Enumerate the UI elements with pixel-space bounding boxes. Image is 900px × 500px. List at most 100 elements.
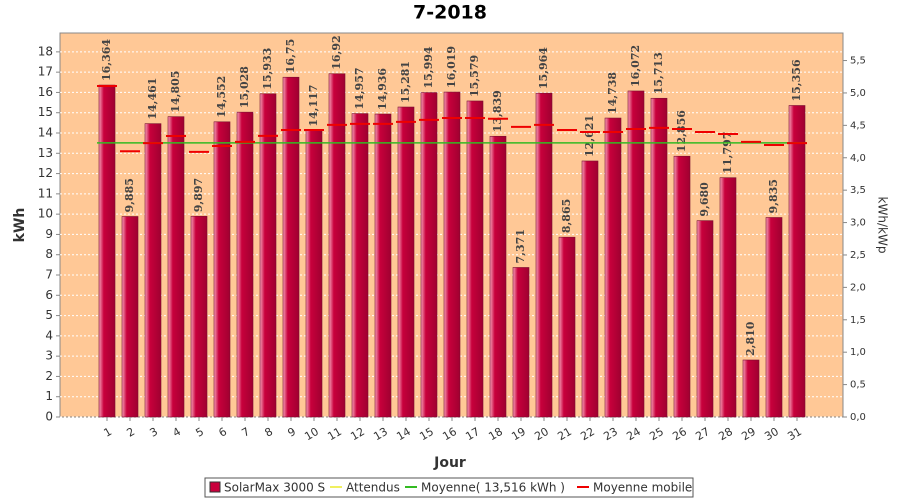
- y-tick-label: 14: [38, 126, 53, 140]
- y-tick-label: 5: [45, 308, 53, 322]
- value-label: 14,117: [307, 85, 320, 127]
- bar: [351, 113, 369, 418]
- value-label: 15,579: [468, 55, 481, 97]
- bar: [167, 116, 185, 418]
- value-label: 14,552: [215, 76, 228, 118]
- bar: [558, 236, 576, 418]
- y-tick-label: 13: [38, 146, 53, 160]
- value-label: 12,621: [583, 115, 596, 157]
- y2-tick-label: 5,0: [850, 88, 866, 99]
- y-tick-label: 10: [38, 207, 53, 221]
- bar: [98, 84, 116, 418]
- x-tick-label: 1: [101, 425, 114, 440]
- y2-tick-label: 4,0: [850, 153, 866, 164]
- x-tick-label: 3: [147, 425, 160, 440]
- y-tick-label: 17: [38, 65, 53, 79]
- value-label: 9,680: [698, 182, 711, 217]
- value-label: 9,897: [192, 178, 205, 212]
- bar: [420, 92, 438, 418]
- legend-box: [204, 477, 694, 498]
- y2-tick-label: 0,0: [850, 412, 866, 423]
- x-tick-label: 8: [262, 425, 275, 440]
- bar: [673, 155, 691, 418]
- x-tick-label: 11: [325, 425, 344, 443]
- x-tick-label: 10: [302, 425, 321, 443]
- value-label: 9,885: [123, 178, 136, 212]
- value-label: 16,75: [284, 39, 297, 73]
- bar: [121, 216, 139, 418]
- bar: [535, 92, 553, 418]
- x-tick-label: 7: [239, 425, 252, 440]
- x-tick-label: 15: [417, 425, 436, 443]
- y2-tick-label: 1,5: [850, 315, 866, 326]
- bar: [650, 97, 668, 418]
- value-label: 15,281: [399, 61, 412, 103]
- y2-tick-label: 1,0: [850, 347, 866, 358]
- y-tick-label: 8: [45, 247, 53, 261]
- bar: [466, 100, 484, 418]
- y-tick-label: 15: [38, 105, 53, 119]
- chart-title: 7-2018: [413, 2, 487, 24]
- x-tick-label: 29: [739, 425, 758, 443]
- bar: [627, 90, 645, 418]
- y-tick-label: 3: [45, 349, 53, 363]
- bar: [374, 113, 392, 418]
- value-label: 9,835: [767, 179, 780, 213]
- bar: [190, 215, 208, 418]
- x-tick-label: 21: [555, 425, 574, 443]
- bar: [512, 267, 530, 418]
- y-tick-label: 9: [45, 227, 53, 241]
- x-tick-label: 4: [170, 425, 183, 440]
- x-tick-label: 9: [285, 425, 298, 440]
- x-tick-label: 18: [486, 425, 505, 443]
- bar: [213, 121, 231, 418]
- value-label: 12,856: [675, 110, 688, 152]
- y-tick-label: 11: [38, 186, 53, 200]
- y-tick-label: 2: [45, 369, 53, 383]
- y2-tick-label: 2,0: [850, 282, 866, 293]
- y-tick-label: 0: [45, 410, 53, 424]
- x-axis-title: Jour: [433, 455, 466, 471]
- bar: [443, 91, 461, 418]
- y-tick-label: 6: [45, 288, 53, 302]
- bar: [581, 160, 599, 418]
- bar: [788, 105, 806, 418]
- x-tick-label: 23: [601, 425, 620, 443]
- value-label: 14,738: [606, 72, 619, 114]
- y2-tick-label: 3,5: [850, 185, 866, 196]
- x-tick-label: 26: [670, 425, 689, 443]
- legend-label: Attendus: [346, 481, 400, 495]
- y-tick-label: 4: [45, 328, 53, 342]
- x-tick-label: 2: [124, 425, 137, 440]
- legend-swatch: [209, 481, 221, 493]
- bar: [604, 117, 622, 418]
- value-label: 2,810: [744, 321, 757, 356]
- y2-tick-label: 5,5: [850, 56, 866, 67]
- legend-label: Moyenne( 13,516 kWh ): [421, 481, 565, 495]
- x-tick-label: 6: [216, 425, 229, 440]
- bar: [236, 111, 254, 418]
- y-tick-label: 7: [45, 268, 53, 282]
- value-label: 16,072: [629, 45, 642, 87]
- bar: [742, 359, 760, 418]
- value-label: 15,964: [537, 47, 550, 89]
- bar: [719, 177, 737, 418]
- value-label: 14,461: [146, 78, 159, 120]
- x-tick-label: 19: [509, 425, 528, 443]
- y2-tick-label: 4,5: [850, 120, 866, 131]
- bar: [489, 135, 507, 418]
- value-label: 14,936: [376, 68, 389, 110]
- value-label: 16,019: [445, 46, 458, 88]
- value-label: 7,371: [514, 229, 527, 263]
- x-tick-label: 27: [693, 425, 712, 443]
- y2-tick-label: 2,5: [850, 250, 866, 261]
- x-tick-label: 22: [578, 425, 597, 443]
- value-label: 13,839: [491, 90, 504, 132]
- y2-axis-title: kWh/kWp: [876, 197, 890, 254]
- x-tick-label: 5: [193, 425, 206, 440]
- x-tick-label: 17: [463, 425, 482, 443]
- x-tick-label: 31: [785, 425, 804, 443]
- bar: [144, 123, 162, 418]
- x-tick-label: 14: [394, 425, 413, 443]
